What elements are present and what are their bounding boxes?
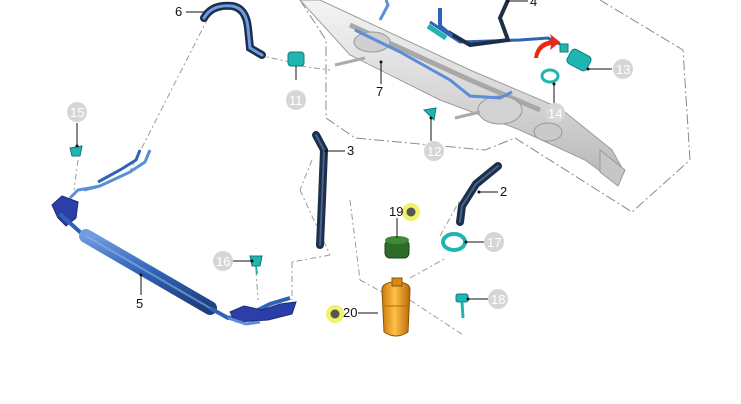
callout-4-label: 4: [530, 0, 537, 9]
callout-5[interactable]: 5: [136, 273, 143, 312]
cooler-5: [51, 149, 297, 326]
callout-11[interactable]: 11: [286, 90, 306, 110]
hose-6: [200, 1, 266, 59]
callout-13[interactable]: 13: [586, 59, 634, 79]
clip-12: [422, 107, 437, 122]
callout-13-label: 13: [616, 62, 630, 77]
callout-2[interactable]: 2: [477, 184, 508, 199]
callout-14-label: 14: [548, 106, 562, 121]
callout-18-label: 18: [491, 292, 505, 307]
callout-6[interactable]: 6: [175, 4, 204, 19]
callout-14[interactable]: 14: [545, 82, 565, 124]
clip-18: [455, 293, 469, 319]
callout-18[interactable]: 18: [466, 289, 509, 309]
reservoir-20: [381, 277, 411, 337]
callout-20-label: 20: [343, 305, 357, 320]
callout-15-label: 15: [70, 105, 84, 120]
connector-13: [559, 43, 592, 72]
callout-17-label: 17: [487, 235, 501, 250]
hotspot-19[interactable]: [402, 203, 420, 221]
callout-17[interactable]: 17: [464, 232, 505, 252]
hose-2: [456, 162, 502, 226]
callout-20[interactable]: 20: [343, 305, 378, 320]
leader-lines: [73, 17, 464, 336]
reservoir-cap-19: [384, 236, 410, 259]
callout-3-label: 3: [347, 143, 354, 158]
hose-3: [312, 131, 329, 249]
clip-15: [69, 145, 83, 157]
clip-16: [249, 255, 263, 275]
callout-7[interactable]: 7: [376, 60, 383, 100]
callout-19-label: 19: [389, 204, 403, 219]
callout-15[interactable]: 15: [67, 102, 87, 148]
callout-3[interactable]: 3: [324, 143, 355, 158]
callout-19[interactable]: 19: [389, 204, 403, 238]
callout-5-label: 5: [136, 296, 143, 311]
direction-arrow-icon: [534, 34, 560, 58]
callout-16-label: 16: [216, 254, 230, 269]
clamp-17: [441, 232, 467, 252]
hose-4: [426, 0, 511, 48]
steering-rack: [299, 0, 626, 187]
callout-7-label: 7: [376, 84, 383, 99]
assembly-outline: [299, 0, 691, 213]
clamp-11: [287, 51, 305, 80]
callout-6-label: 6: [175, 4, 182, 19]
hotspot-20[interactable]: [326, 305, 344, 323]
callout-12-label: 12: [427, 144, 441, 159]
callout-11-label: 11: [289, 93, 303, 108]
callout-12[interactable]: 12: [424, 116, 444, 162]
callout-4[interactable]: 4: [506, 0, 538, 9]
ring-clamp-14: [540, 68, 560, 84]
callout-16[interactable]: 16: [213, 251, 254, 271]
callout-2-label: 2: [500, 184, 507, 199]
